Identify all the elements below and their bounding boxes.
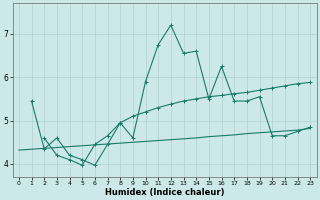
X-axis label: Humidex (Indice chaleur): Humidex (Indice chaleur) <box>105 188 224 197</box>
